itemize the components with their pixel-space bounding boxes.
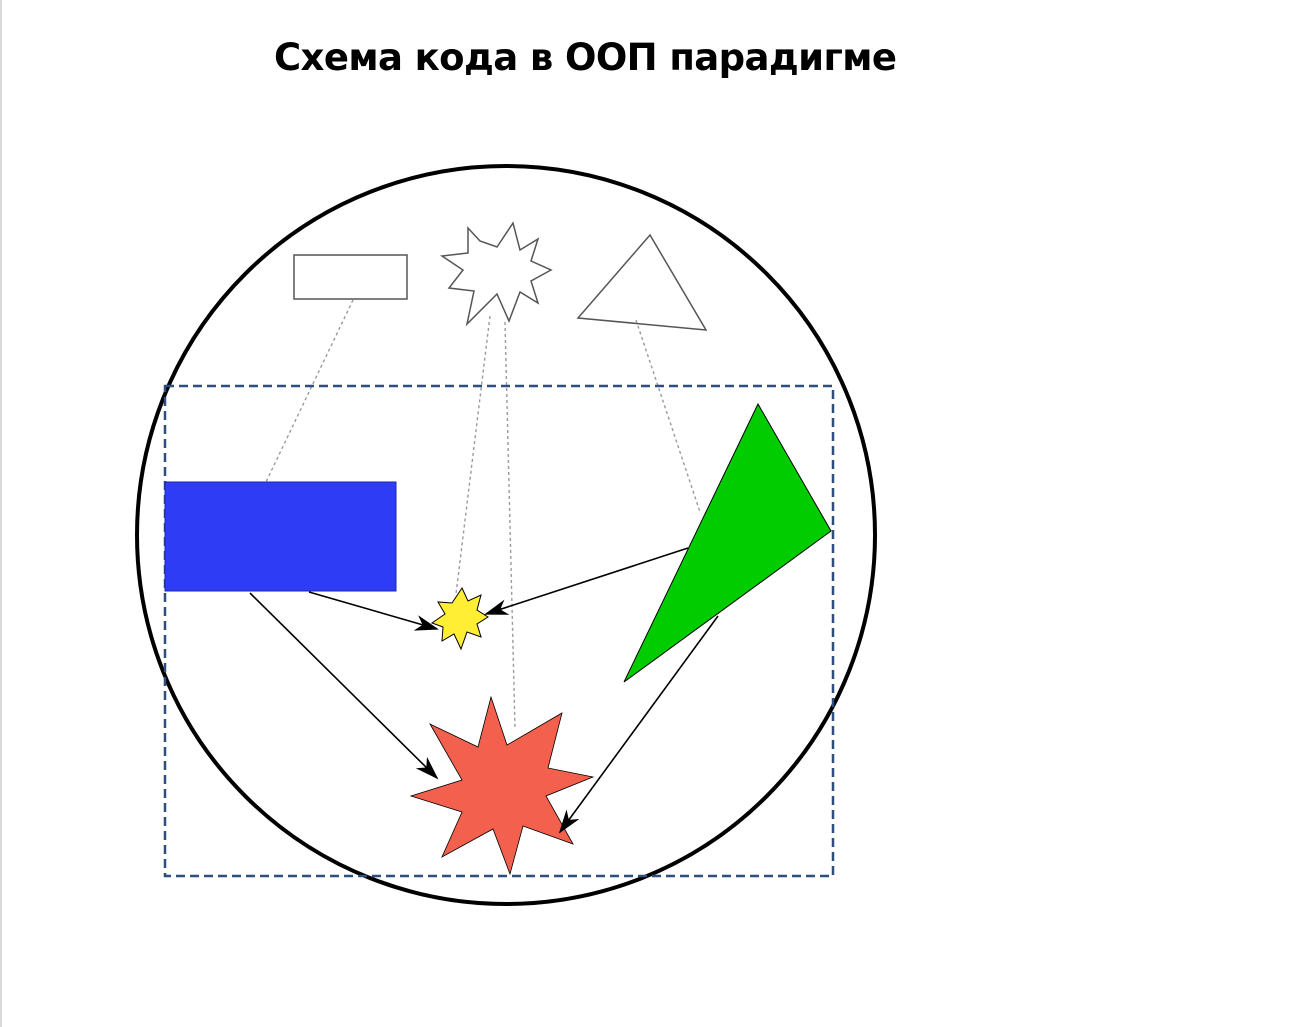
green-triangle-object (624, 404, 831, 682)
red-star-object (411, 697, 593, 874)
rectangle-instance-link (266, 300, 353, 482)
template-rectangle-icon (294, 255, 407, 299)
yellow-star-object (432, 588, 488, 649)
template-star-icon (442, 223, 551, 324)
small-star-instance-link (456, 316, 490, 594)
arrow-rectangle-to-small-star (309, 592, 437, 629)
triangle-instance-link (636, 320, 700, 512)
blue-rectangle-object (165, 482, 396, 591)
big-star-instance-link (505, 322, 515, 728)
arrow-triangle-to-small-star (486, 548, 688, 614)
template-triangle-icon (578, 235, 706, 330)
arrow-triangle-to-big-star (560, 616, 718, 832)
